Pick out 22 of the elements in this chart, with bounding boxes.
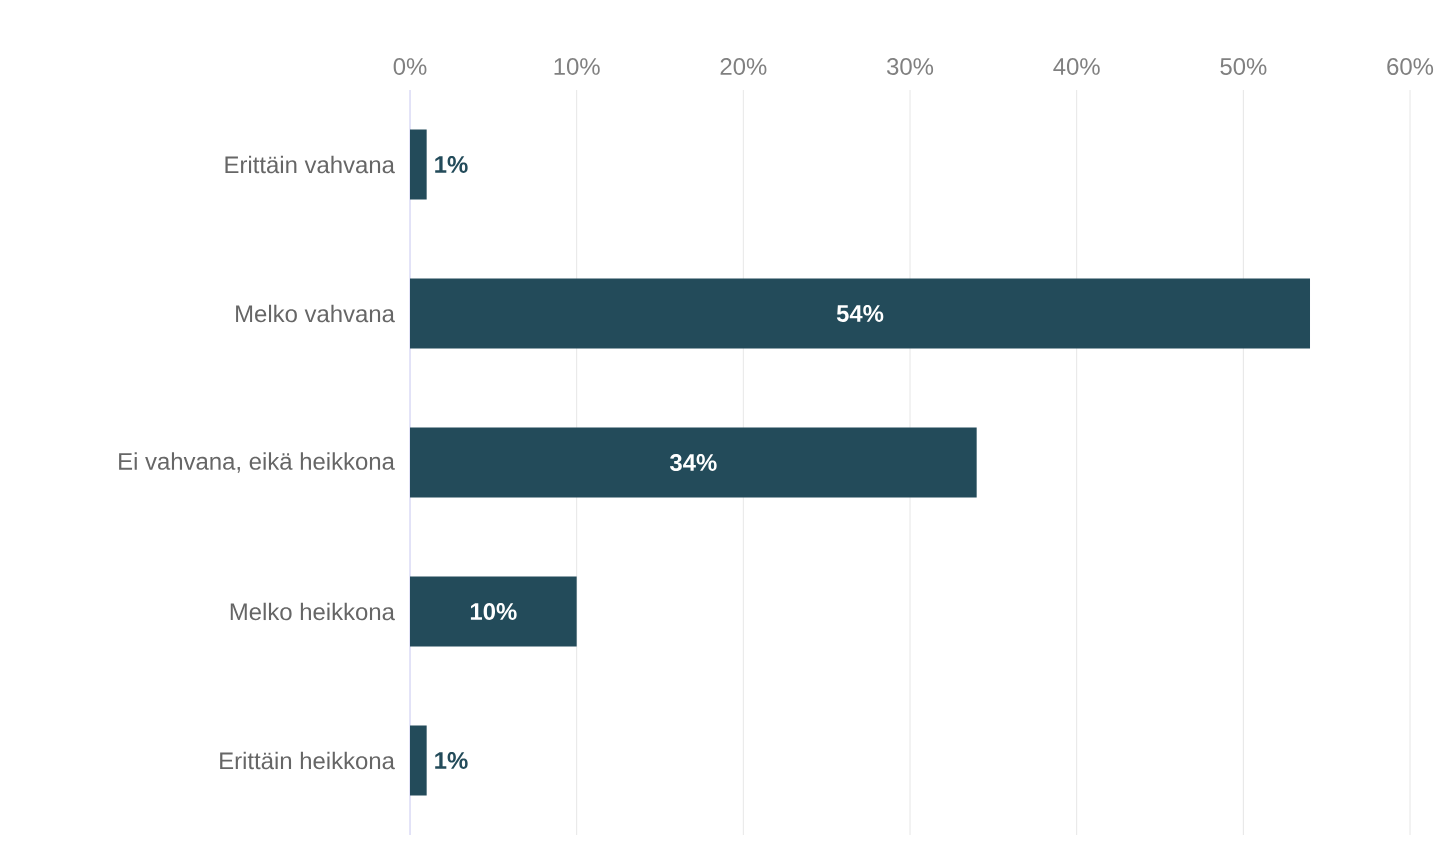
y-tick-label: Melko heikkona: [230, 602, 395, 621]
y-tick-label: Melko vahvana: [236, 304, 395, 323]
bar: [410, 576, 577, 647]
bar: [410, 129, 427, 200]
y-tick-label: Erittäin vahvana: [225, 155, 395, 174]
data-label: 1%: [435, 752, 468, 769]
y-tick-label: Erittäin heikkona: [220, 751, 395, 770]
bar: [410, 278, 1311, 349]
x-tick-label: 20%: [720, 58, 767, 75]
bar: [410, 725, 427, 796]
data-label: 10%: [470, 603, 517, 620]
data-label: 1%: [435, 156, 468, 173]
x-tick-label: 30%: [886, 58, 934, 75]
x-tick-label: 50%: [1220, 58, 1267, 75]
x-tick-label: 60%: [1387, 58, 1434, 75]
y-tick-label: Ei vahvana, eikä heikkona: [119, 452, 395, 473]
x-tick-label: 0%: [393, 58, 427, 75]
bar: [410, 427, 977, 498]
data-label: 54%: [836, 305, 884, 322]
data-label: 34%: [669, 454, 717, 471]
x-tick-label: 10%: [554, 58, 600, 75]
x-tick-label: 40%: [1053, 58, 1100, 75]
